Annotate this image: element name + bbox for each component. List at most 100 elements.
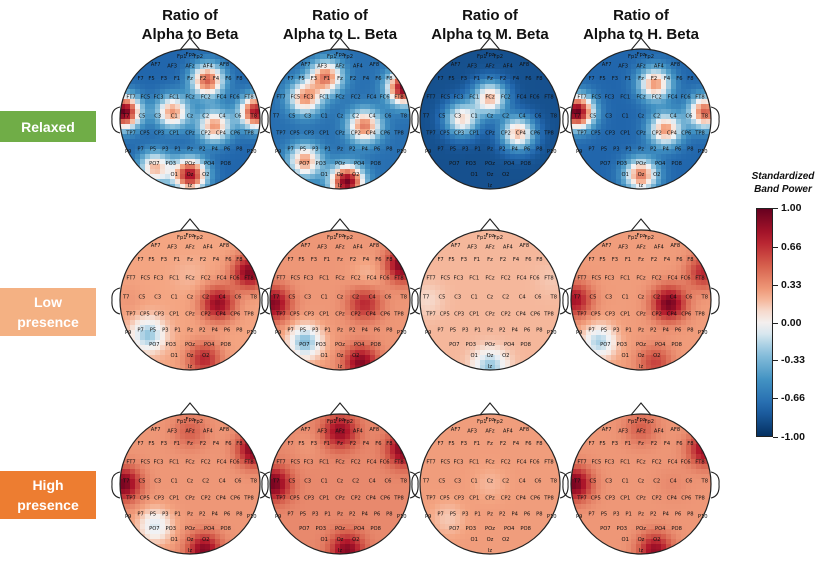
- electrode-label: Cz: [337, 479, 344, 485]
- electrode-label: PO7: [149, 342, 160, 348]
- electrode-label: Fz: [487, 441, 493, 447]
- electrode-label: Pz: [337, 146, 343, 152]
- head-outline: [119, 229, 261, 371]
- electrode-label: C1: [321, 479, 328, 485]
- electrode-label: FC3: [303, 275, 313, 281]
- electrode-label: AFz: [185, 428, 195, 434]
- electrode-label: FT8: [394, 94, 403, 100]
- electrode-label: Fpz: [336, 417, 345, 423]
- ear: [409, 287, 419, 315]
- electrode-label: P10: [397, 514, 407, 520]
- electrode-label: T7: [272, 114, 279, 120]
- electrode-label: FCz: [636, 459, 646, 465]
- electrode-label: AF7: [301, 243, 311, 249]
- electrode-label: CP3: [605, 312, 615, 318]
- electrode-label: FC5: [140, 459, 150, 465]
- electrode-label: F1: [474, 441, 480, 447]
- electrode-label: CP6: [530, 131, 540, 137]
- electrode-label: CP3: [454, 131, 464, 137]
- electrode-label: F1: [625, 441, 631, 447]
- electrode-label: FC1: [620, 459, 630, 465]
- electrode-label: P2: [349, 327, 355, 333]
- electrode-label: FC1: [469, 275, 479, 281]
- electrode-label: CP6: [681, 496, 691, 502]
- electrode-label: F2: [200, 441, 206, 447]
- electrode-label: P10: [247, 330, 257, 336]
- electrode-label: P3: [162, 511, 168, 517]
- electrode-label: C5: [289, 114, 296, 120]
- electrode-label: T7: [573, 479, 580, 485]
- electrode-label: FC1: [319, 94, 329, 100]
- electrode-label: F3: [461, 76, 467, 82]
- electrode-label: P1: [474, 327, 480, 333]
- colorbar-tick-label: 0.66: [781, 240, 802, 253]
- ear: [710, 106, 720, 134]
- electrode-label: P6: [524, 146, 530, 152]
- ear: [409, 471, 419, 499]
- electrode-label: T7: [272, 295, 279, 301]
- electrode-label: Fp2: [644, 419, 654, 425]
- electrode-label: FC2: [501, 94, 511, 100]
- electrode-label: F5: [448, 76, 454, 82]
- electrode-label: PO4: [504, 342, 515, 348]
- electrode-label: Fp2: [644, 235, 654, 241]
- electrode-label: F7: [287, 441, 293, 447]
- electrode-label: Iz: [488, 548, 493, 554]
- electrode-label: P3: [312, 327, 318, 333]
- electrode-label: O2: [502, 353, 509, 359]
- electrode-label: C5: [439, 479, 446, 485]
- electrode-label: TP8: [543, 496, 554, 502]
- electrode-label: AF4: [353, 63, 364, 69]
- electrode-label: C6: [235, 479, 242, 485]
- electrode-label: CP2: [201, 131, 211, 137]
- electrode-label: F6: [225, 257, 231, 263]
- electrode-label: Iz: [188, 183, 193, 189]
- electrode-label: CP4: [216, 312, 227, 318]
- electrode-label: FC6: [380, 275, 390, 281]
- electrode-label: CPz: [185, 496, 195, 502]
- electrode-label: CP2: [652, 312, 662, 318]
- electrode-label: F8: [236, 441, 242, 447]
- electrode-label: Pz: [337, 511, 343, 517]
- electrode-label: P5: [150, 327, 156, 333]
- electrode-label: P5: [450, 327, 456, 333]
- electrode-label: P3: [162, 146, 168, 152]
- electrode-label: F1: [474, 76, 480, 82]
- electrode-label: T8: [550, 114, 557, 120]
- electrode-label: FCz: [185, 275, 195, 281]
- electrode-label: FC2: [501, 459, 511, 465]
- electrode-label: CP5: [440, 131, 450, 137]
- electrode-label: P2: [349, 511, 355, 517]
- electrode-label: AF7: [602, 62, 612, 68]
- electrode-label: CP5: [140, 496, 150, 502]
- electrode-label: P9: [125, 514, 131, 520]
- electrode-label: F6: [525, 441, 531, 447]
- electrode-label: PO7: [600, 161, 611, 167]
- electrode-label: CP2: [351, 496, 361, 502]
- electrode-label: FC1: [620, 275, 630, 281]
- electrode-label: Fz: [638, 76, 644, 82]
- electrode-label: Fp2: [493, 54, 503, 60]
- electrode-label: O2: [352, 172, 359, 178]
- electrode-label: F1: [324, 257, 330, 263]
- electrode-label: CP4: [366, 496, 377, 502]
- electrode-label: FC6: [681, 275, 691, 281]
- electrode-label: FC3: [153, 275, 163, 281]
- electrode-label: PO3: [316, 161, 327, 167]
- head-outline: [119, 48, 261, 190]
- electrode-label: P3: [462, 327, 468, 333]
- electrode-label: P7: [287, 511, 293, 517]
- electrode-label: Fp2: [343, 235, 353, 241]
- electrode-label: PO8: [520, 526, 531, 532]
- electrode-label: Fp1: [177, 54, 187, 60]
- electrode-label: Cz: [337, 295, 344, 301]
- electrode-label: F7: [588, 76, 594, 82]
- electrode-label: F8: [687, 441, 693, 447]
- head-outline: [269, 413, 411, 555]
- electrode-label: AFz: [335, 428, 345, 434]
- electrode-label: F3: [161, 76, 167, 82]
- electrode-label: F8: [536, 76, 542, 82]
- electrode-label: PO3: [617, 526, 628, 532]
- electrode-label: O1: [471, 172, 478, 178]
